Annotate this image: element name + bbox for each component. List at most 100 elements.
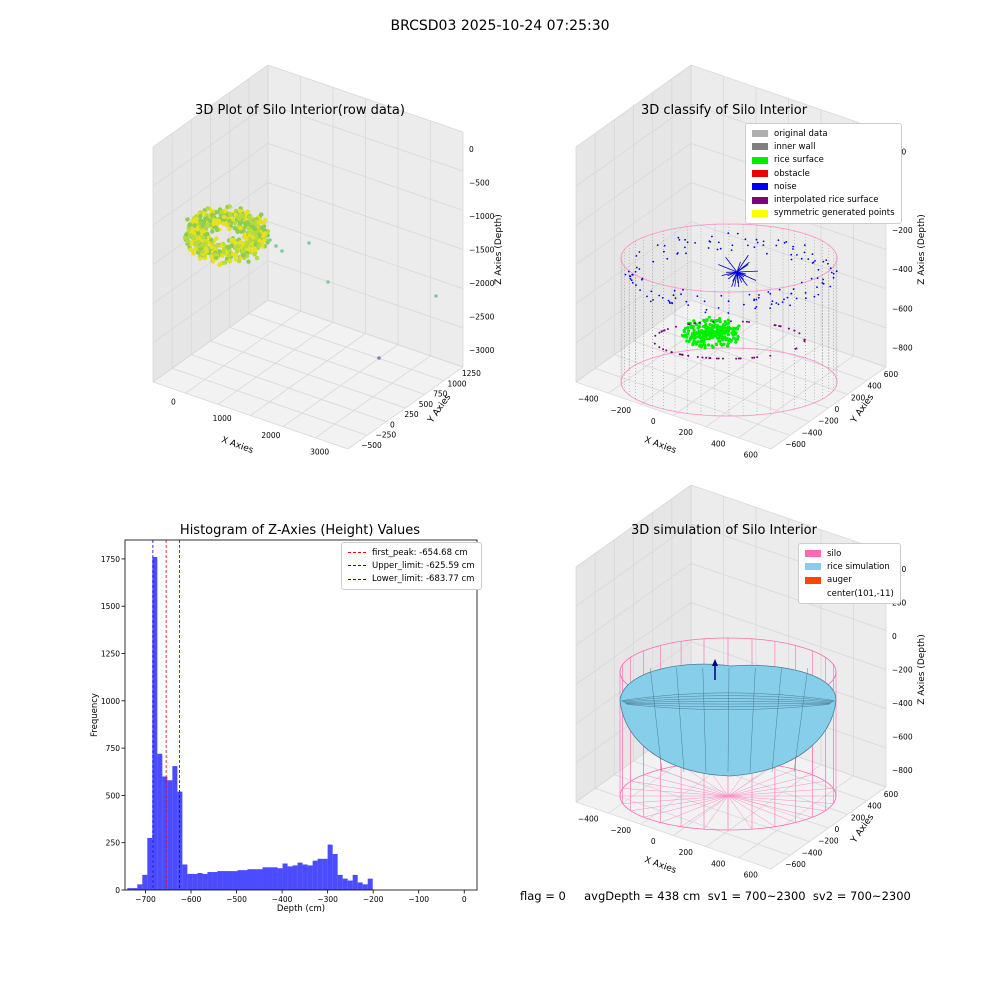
histogram-bar — [367, 878, 373, 890]
interpolated-point — [660, 330, 663, 333]
raw-x-tick-label: 3000 — [310, 448, 329, 457]
histogram-bar — [217, 871, 223, 890]
sim-y-tick-label: 200 — [851, 813, 866, 822]
histogram-bar — [352, 874, 358, 890]
noise-point — [807, 258, 810, 260]
cls-y-tick-label: 0 — [835, 405, 840, 414]
sim-x-tick-label: 600 — [744, 870, 759, 879]
noise-point — [790, 253, 793, 256]
noise-point — [684, 238, 686, 241]
interpolated-point — [687, 354, 690, 357]
raw-grid-line — [267, 103, 464, 172]
noise-point — [769, 307, 772, 309]
simulation-legend-label: silo — [827, 548, 842, 559]
raw-point — [241, 253, 246, 258]
raw-point — [238, 225, 243, 231]
sim-grid-line — [690, 484, 887, 553]
raw-point — [227, 253, 232, 258]
histogram-bar — [302, 864, 308, 890]
simulation-legend-label: center(101,-11) — [827, 588, 894, 599]
rice-surface-point — [704, 323, 708, 327]
interpolated-point — [753, 356, 756, 359]
raw-point — [237, 258, 242, 264]
raw-outlier-point — [274, 244, 278, 248]
raw-point — [251, 230, 256, 235]
rice-mesh-line — [621, 695, 835, 702]
rice-surface-point — [726, 342, 730, 346]
raw-plot-title: 3D Plot of Silo Interior(row data) — [195, 103, 405, 118]
rice-surface-point — [726, 333, 731, 337]
noise-point — [783, 298, 785, 301]
silo-floor-spoke — [622, 795, 729, 804]
noise-point — [822, 282, 825, 285]
noise-point — [635, 284, 637, 286]
classify-legend-label: inner wall — [774, 141, 816, 152]
interpolated-point — [658, 346, 661, 349]
noise-cluster-line — [727, 271, 738, 276]
raw-point — [188, 247, 193, 252]
sim-y-tick-label: 0 — [835, 825, 840, 834]
cls-grid-line — [690, 299, 887, 368]
rice-surface-point — [710, 330, 715, 334]
interpolated-point — [693, 322, 696, 325]
rice-mesh-line — [625, 703, 831, 708]
noise-point — [666, 257, 669, 260]
raw-point — [205, 206, 210, 211]
raw-point — [198, 217, 203, 223]
histogram-legend-label: Upper_limit: -625.59 cm — [372, 560, 475, 571]
interpolated-point — [729, 320, 732, 323]
histogram-legend-label: first_peak: -654.68 cm — [372, 547, 468, 558]
rice-surface-point — [685, 339, 689, 343]
rice-surface-point — [724, 326, 728, 330]
raw-point — [199, 243, 205, 248]
noise-point — [677, 252, 679, 254]
rice-surface-point — [716, 324, 720, 328]
histogram-bar — [242, 870, 248, 890]
noise-point — [628, 275, 631, 277]
rice-surface-point — [723, 335, 727, 339]
noise-point — [762, 244, 765, 247]
y-tick-label: 500 — [106, 791, 121, 800]
raw-point — [208, 237, 214, 242]
noise-point — [756, 241, 759, 244]
noise-point — [775, 244, 778, 247]
noise-point — [777, 239, 780, 242]
raw-point — [252, 252, 257, 257]
noise-point — [829, 267, 832, 270]
histogram-bar — [322, 858, 328, 890]
noise-point — [638, 251, 641, 253]
rice-surface-point — [718, 319, 722, 324]
raw-point — [227, 204, 232, 209]
rice-surface-point — [687, 329, 691, 333]
noise-point — [671, 302, 674, 305]
histogram-legend-item: Lower_limit: -683.77 cm — [348, 573, 475, 586]
simulation-legend-item: center(101,-11) — [805, 587, 894, 600]
raw-point — [223, 260, 228, 265]
classify-plot-title: 3D classify of Silo Interior — [640, 103, 808, 118]
raw-outlier-point — [434, 294, 438, 298]
histogram-legend-swatch — [348, 578, 366, 580]
noise-point — [822, 260, 825, 263]
noise-point — [811, 253, 814, 256]
sim-z-axis-label: Z Axies (Depth) — [917, 634, 927, 705]
noise-point — [736, 232, 739, 235]
histogram-bar — [267, 867, 273, 890]
rice-mesh-line — [793, 667, 808, 773]
raw-point — [246, 225, 251, 231]
raw-z-tick-label: −2500 — [469, 313, 495, 322]
noise-point — [646, 295, 648, 298]
interpolated-point — [748, 321, 750, 323]
rice-mesh-line — [702, 667, 707, 773]
rice-surface-point — [732, 336, 736, 340]
interpolated-point — [662, 348, 665, 351]
silo-floor-spoke — [660, 795, 729, 823]
raw-point — [200, 229, 205, 234]
histogram-bar — [162, 776, 168, 890]
y-tick-label: 1000 — [101, 697, 120, 706]
silo-floor-spoke — [727, 795, 796, 823]
sim-x-tick-label: 0 — [651, 837, 656, 846]
classify-legend-label: symmetric generated points — [774, 208, 895, 219]
noise-point — [656, 244, 659, 247]
cls-z-tick-label: −400 — [892, 265, 913, 274]
raw-y-tick-label: 500 — [419, 400, 434, 409]
